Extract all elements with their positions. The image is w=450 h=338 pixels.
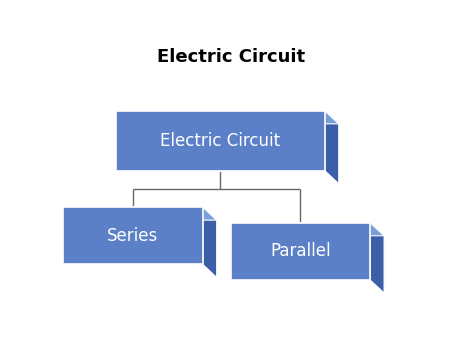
Bar <box>63 207 202 264</box>
Text: Electric Circuit: Electric Circuit <box>157 48 305 66</box>
Polygon shape <box>116 111 339 124</box>
Polygon shape <box>203 207 217 277</box>
Polygon shape <box>230 223 384 236</box>
Polygon shape <box>370 223 384 293</box>
Polygon shape <box>325 111 339 184</box>
Text: Electric Circuit: Electric Circuit <box>160 132 280 150</box>
Text: Series: Series <box>108 227 158 245</box>
Bar <box>116 111 325 171</box>
Text: Parallel: Parallel <box>270 242 331 260</box>
Polygon shape <box>63 207 217 220</box>
Bar <box>230 223 370 280</box>
